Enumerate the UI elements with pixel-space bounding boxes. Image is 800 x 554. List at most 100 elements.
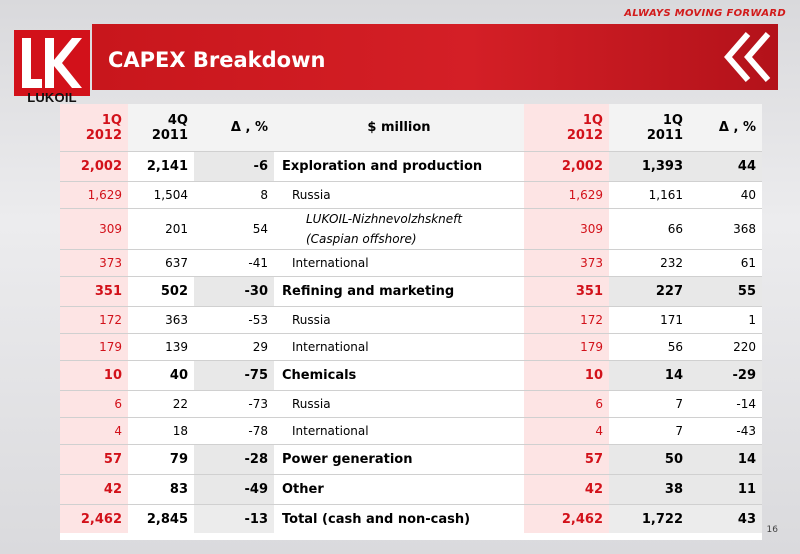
- table-cell: 50: [609, 444, 689, 475]
- table-cell: 14: [689, 444, 762, 475]
- table-cell: -73: [194, 390, 274, 418]
- table-cell: 172: [60, 306, 128, 334]
- table-cell: -29: [689, 360, 762, 391]
- column-header: 1Q 2012: [60, 104, 128, 152]
- table-row: 57 79 -28 Power generation 57 50 14: [60, 444, 762, 475]
- row-label: Exploration and production: [274, 151, 524, 182]
- table-cell: 44: [689, 151, 762, 182]
- row-label: LUKOIL-Nizhnevolzhskneft (Caspian offshor…: [274, 208, 524, 250]
- table-header-row: 1Q 2012 4Q 2011 Δ , % $ million 1Q 2012 1Q 2…: [60, 104, 762, 152]
- table-cell: 54: [194, 208, 274, 250]
- table-cell: -6: [194, 151, 274, 182]
- table-cell: 2,462: [60, 504, 128, 533]
- table-cell: -53: [194, 306, 274, 334]
- table-cell: 232: [609, 249, 689, 277]
- table-cell: 172: [524, 306, 609, 334]
- table-cell: 4: [524, 417, 609, 445]
- table-cell: 1,161: [609, 181, 689, 209]
- column-header: Δ , %: [689, 104, 762, 152]
- table-cell: -41: [194, 249, 274, 277]
- table-cell: 1,629: [60, 181, 128, 209]
- table-cell: -49: [194, 474, 274, 505]
- table-cell: 40: [128, 360, 194, 391]
- table-cell: 2,002: [60, 151, 128, 182]
- row-label: Other: [274, 474, 524, 505]
- table-cell: 22: [128, 390, 194, 418]
- table-cell: -14: [689, 390, 762, 418]
- row-label: Power generation: [274, 444, 524, 475]
- row-label: International: [274, 249, 524, 277]
- table-row: 309 201 54 LUKOIL-Nizhnevolzhskneft (Caspian…: [60, 208, 762, 250]
- table-row: 2,002 2,141 -6 Exploration and production 2,…: [60, 151, 762, 182]
- column-header: 4Q 2011: [128, 104, 194, 152]
- table-cell: 43: [689, 504, 762, 533]
- table-cell: 57: [524, 444, 609, 475]
- row-label: Total (cash and non-cash): [274, 504, 524, 533]
- row-label: Russia: [274, 390, 524, 418]
- table-cell: 220: [689, 333, 762, 361]
- row-label: Chemicals: [274, 360, 524, 391]
- page-number: 16: [766, 525, 778, 535]
- table-cell: 18: [128, 417, 194, 445]
- table-cell: 66: [609, 208, 689, 250]
- table-cell: 502: [128, 276, 194, 307]
- lukoil-logo-icon: [14, 30, 90, 96]
- table-cell: 14: [609, 360, 689, 391]
- table-cell: 83: [128, 474, 194, 505]
- table-cell: 1,393: [609, 151, 689, 182]
- table-row: 6 22 -73 Russia 6 7 -14: [60, 390, 762, 418]
- row-label: Refining and marketing: [274, 276, 524, 307]
- table-cell: 10: [524, 360, 609, 391]
- table-cell: -30: [194, 276, 274, 307]
- table-cell: 2,845: [128, 504, 194, 533]
- table-cell: 373: [60, 249, 128, 277]
- table-cell: 61: [689, 249, 762, 277]
- table-cell: 42: [60, 474, 128, 505]
- table-cell: 2,462: [524, 504, 609, 533]
- table-cell: 351: [60, 276, 128, 307]
- table-cell: 40: [689, 181, 762, 209]
- table-cell: -43: [689, 417, 762, 445]
- table-cell: 227: [609, 276, 689, 307]
- table-cell: 201: [128, 208, 194, 250]
- row-label: Russia: [274, 306, 524, 334]
- column-header: 1Q 2011: [609, 104, 689, 152]
- table-cell: 42: [524, 474, 609, 505]
- table-cell: 368: [689, 208, 762, 250]
- table-cell: 171: [609, 306, 689, 334]
- page-title: CAPEX Breakdown: [108, 48, 326, 72]
- table-cell: 2,002: [524, 151, 609, 182]
- table-row: 10 40 -75 Chemicals 10 14 -29: [60, 360, 762, 391]
- capex-table: 1Q 2012 4Q 2011 Δ , % $ million 1Q 2012 1Q 2…: [60, 104, 762, 540]
- table-cell: 29: [194, 333, 274, 361]
- table-cell: 637: [128, 249, 194, 277]
- table-cell: -28: [194, 444, 274, 475]
- table-cell: 309: [524, 208, 609, 250]
- table-cell: 309: [60, 208, 128, 250]
- table-cell: 1,504: [128, 181, 194, 209]
- table-cell: 6: [524, 390, 609, 418]
- table-cell: 7: [609, 390, 689, 418]
- column-header: 1Q 2012: [524, 104, 609, 152]
- table-cell: 351: [524, 276, 609, 307]
- table-cell: 55: [689, 276, 762, 307]
- row-label: International: [274, 333, 524, 361]
- table-cell: 38: [609, 474, 689, 505]
- table-row: 1,629 1,504 8 Russia 1,629 1,161 40: [60, 181, 762, 209]
- table-cell: 1,722: [609, 504, 689, 533]
- table-cell: -75: [194, 360, 274, 391]
- table-cell: 7: [609, 417, 689, 445]
- table-cell: -78: [194, 417, 274, 445]
- table-row: 373 637 -41 International 373 232 61: [60, 249, 762, 277]
- table-row: 42 83 -49 Other 42 38 11: [60, 474, 762, 505]
- table-cell: 179: [60, 333, 128, 361]
- table-row: 351 502 -30 Refining and marketing 351 227 55: [60, 276, 762, 307]
- table-cell: 179: [524, 333, 609, 361]
- title-bar: [92, 24, 778, 90]
- table-cell: 1,629: [524, 181, 609, 209]
- table-cell: 2,141: [128, 151, 194, 182]
- logo-wordmark: LUKOIL: [27, 90, 77, 105]
- table-cell: 57: [60, 444, 128, 475]
- table-row: 4 18 -78 International 4 7 -43: [60, 417, 762, 445]
- table-cell: 56: [609, 333, 689, 361]
